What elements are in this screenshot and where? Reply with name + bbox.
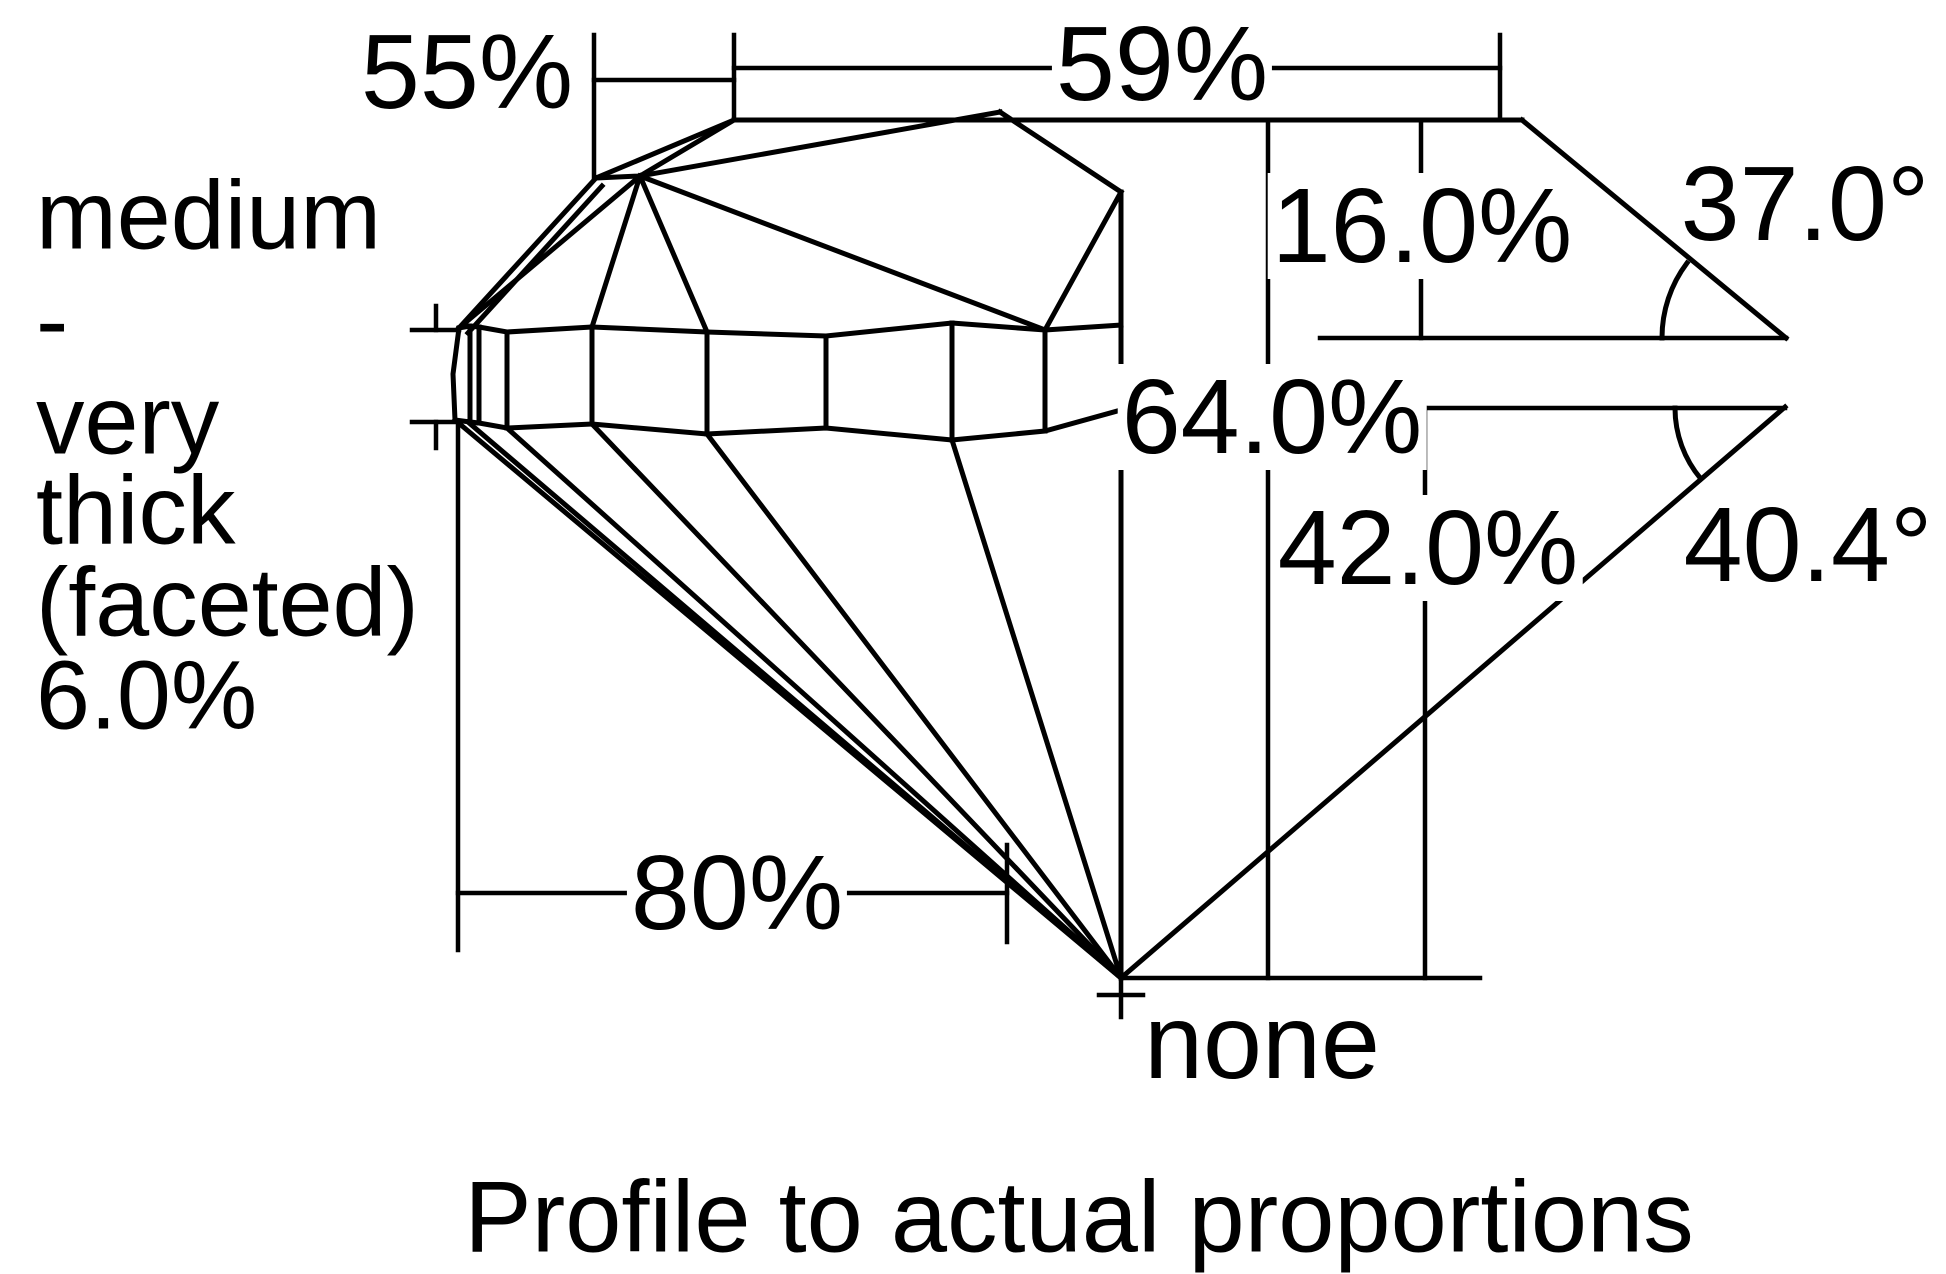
pavilion-facet-line [503, 424, 1125, 982]
pavilion-angle-arc [1672, 405, 1705, 483]
girdle-left-edge [450, 325, 462, 423]
crown-angle-wedge [1518, 116, 1790, 342]
girdle-bottom-edge [452, 406, 1125, 443]
girdle-percentage-label: 6.0% [36, 640, 258, 750]
girdle-label-line-1: medium [36, 160, 381, 270]
crown-angle-label: 37.0° [1680, 145, 1930, 263]
pavilion-facet-line [703, 430, 1125, 982]
crown-facet-line [637, 109, 1003, 179]
star-length-label: 55% [360, 13, 574, 131]
girdle-top-edge [456, 320, 1124, 339]
pavilion-facet-line [948, 436, 1125, 982]
crown-silhouette-lower [455, 174, 600, 332]
girdle-label-line-4: thick [36, 455, 236, 565]
pavilion-angle-hypotenuse [1117, 403, 1789, 982]
girdle-label-line-3: very [36, 365, 220, 475]
girdle-label-line-5: (faceted) [36, 547, 419, 657]
pavilion-facet-line [588, 420, 1125, 982]
pavilion-facet-line [464, 418, 1125, 982]
crown-facet-line [996, 108, 1125, 196]
diamond-profile [450, 108, 1790, 982]
pavilion-depth-label: 42.0% [1273, 495, 1583, 601]
crown-facet-line [455, 172, 644, 332]
crown-angle-arc [1659, 259, 1691, 341]
diagram-title: Profile to actual proportions [464, 1161, 1694, 1274]
culet-size-label: none [1144, 983, 1380, 1101]
crown-height-label: 16.0% [1267, 173, 1577, 279]
crown-facet-line [636, 172, 1049, 334]
lower-half-length-label: 80% [626, 840, 848, 946]
crown-facets [455, 108, 1125, 337]
crown-facet-line [636, 116, 738, 180]
pavilion-angle-label: 40.4° [1683, 486, 1933, 604]
total-depth-label: 64.0% [1117, 364, 1427, 470]
crown-facet-line [1041, 188, 1125, 334]
crown-facet-line [464, 182, 606, 337]
crown-angle-hypotenuse [1518, 116, 1790, 342]
pavilion-angle-wedge [1117, 403, 1789, 982]
crown-facet-line [593, 173, 643, 181]
crown-facet-line [636, 172, 711, 336]
crown-silhouette-upper [592, 116, 738, 182]
girdle-band [450, 320, 1125, 443]
girdle-label-line-2: - [36, 265, 69, 375]
table-size-label: 59% [1051, 11, 1273, 117]
pavilion-facets [451, 416, 1125, 982]
crown-facet-line [588, 172, 644, 331]
